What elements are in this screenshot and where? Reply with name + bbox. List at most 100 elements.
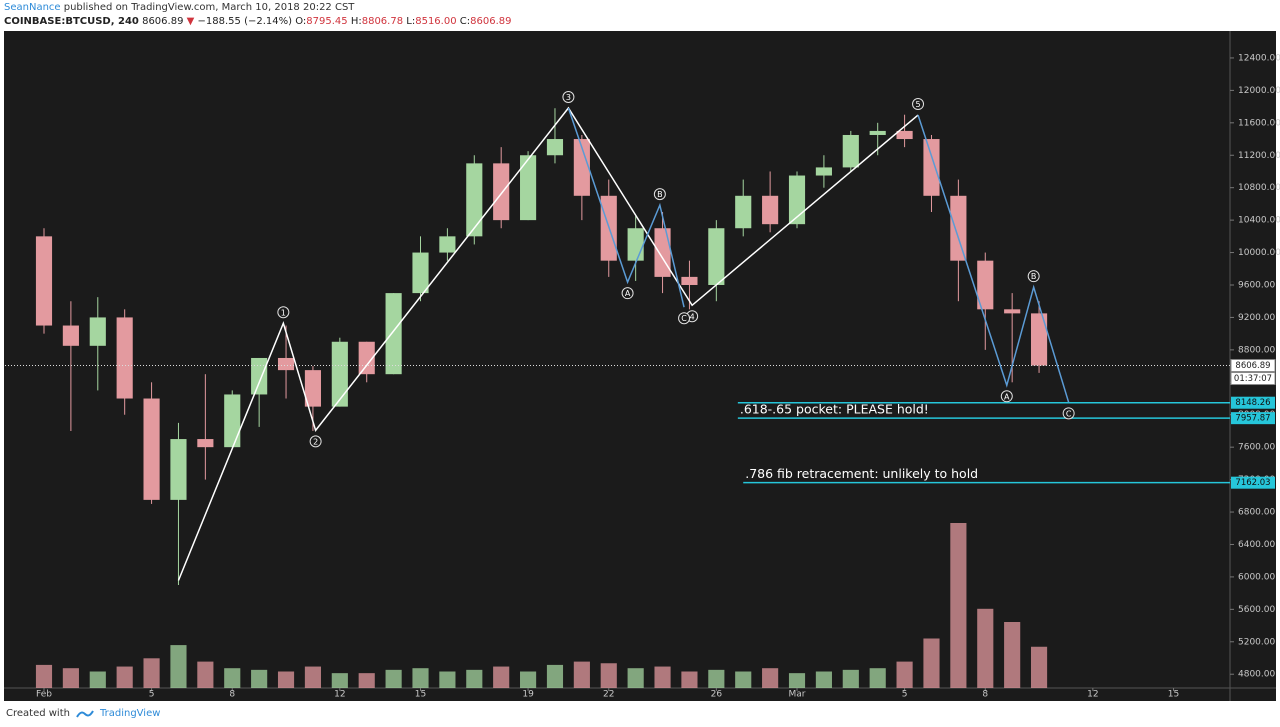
volume-bar — [923, 638, 940, 688]
ohlc-key: H: — [350, 16, 362, 27]
ohlc-value: 8795.45 — [306, 16, 348, 27]
wave-marker — [562, 90, 575, 103]
candle-body — [520, 155, 537, 221]
wave-line — [567, 107, 685, 308]
candle — [224, 390, 241, 448]
volume-bar — [627, 668, 644, 688]
volume-bar — [331, 673, 348, 688]
candle — [735, 179, 752, 237]
wave-line — [177, 106, 919, 581]
symbol-line: COINBASE:BTCUSD, 240 8606.89 ▼ −188.55 (… — [4, 16, 511, 27]
ohlc-value: 8606.89 — [470, 16, 512, 27]
x-tick-label: 15 — [1168, 690, 1179, 700]
candle-body — [842, 134, 859, 168]
y-tick-label: 5200.00 — [1238, 637, 1275, 647]
volume-bar — [251, 669, 268, 688]
volume-bar — [520, 671, 537, 688]
candle — [251, 357, 268, 427]
volume-bar — [681, 671, 698, 688]
volume-bar — [412, 668, 429, 688]
candle-body — [331, 341, 348, 407]
candle — [116, 309, 133, 415]
published: published on TradingView.com, March 10, … — [63, 2, 355, 13]
ohlc: O:8795.45 H:8806.78 L:8516.00 C:8606.89 — [295, 16, 511, 27]
wave-label: A — [625, 289, 631, 298]
volume-bar — [896, 661, 913, 688]
level-tag — [1231, 412, 1275, 425]
candle — [35, 228, 53, 334]
volume-bar — [573, 661, 590, 688]
candle-body — [62, 325, 79, 346]
candle-body — [573, 139, 590, 196]
y-tick-label: 10000.00 — [1238, 248, 1280, 258]
candle-body — [896, 130, 913, 140]
candle-body — [654, 228, 671, 277]
wave-marker — [309, 435, 322, 448]
x-tick-label: 5 — [149, 690, 155, 700]
level-label: 8148.26 — [1235, 398, 1270, 408]
candle — [1030, 301, 1048, 373]
candle-body — [277, 357, 295, 371]
x-tick-label: 5 — [902, 690, 908, 700]
candle-body — [762, 195, 779, 225]
x-tick-label: 15 — [415, 690, 426, 700]
wave-marker — [1027, 270, 1040, 283]
y-tick-label: 6000.00 — [1238, 572, 1275, 582]
wave-label: 5 — [915, 100, 920, 109]
candle-body — [143, 398, 160, 500]
candle-body — [923, 139, 940, 196]
candle — [842, 130, 859, 172]
ohlc-key: O: — [295, 16, 307, 27]
change-arrow: ▼ — [186, 16, 195, 27]
author[interactable]: SeanNance — [4, 2, 61, 13]
wave-label: 2 — [313, 437, 318, 446]
created-with: Created with — [6, 708, 70, 719]
candle — [197, 374, 214, 480]
logo — [76, 709, 94, 718]
y-tick-label: 9600.00 — [1238, 280, 1275, 290]
volume-bar — [493, 666, 510, 688]
volume-bar — [439, 671, 456, 688]
volume-bar — [197, 661, 214, 688]
volume-bar — [304, 666, 321, 688]
change: −188.55 (−2.14%) — [197, 16, 293, 27]
wave-label: 1 — [281, 308, 286, 317]
candle-body — [304, 370, 321, 407]
wave-label: B — [1031, 272, 1037, 281]
y-tick-label: 10400.00 — [1238, 216, 1280, 226]
wave-label: B — [657, 190, 663, 199]
volume-bar — [170, 645, 187, 688]
wave-marker — [678, 312, 691, 325]
candle-body — [788, 175, 806, 225]
volume-bar — [546, 664, 564, 688]
volume-bar — [62, 668, 79, 688]
candle-body — [708, 228, 725, 285]
candle-body — [950, 195, 967, 261]
y-tick-label: 11200.00 — [1238, 151, 1280, 161]
candle-body — [1030, 313, 1048, 366]
last-price-label: 8606.89 — [1235, 361, 1270, 371]
x-tick-label: Feb — [36, 690, 52, 700]
brand[interactable]: TradingView — [99, 708, 161, 719]
candle — [896, 114, 913, 148]
volume-bar — [358, 673, 375, 688]
x-tick-label: 26 — [711, 690, 723, 700]
wave-label: 4 — [690, 312, 695, 321]
candle — [977, 252, 994, 350]
x-tick-label: Mar — [789, 690, 806, 700]
x-tick-label: 12 — [1087, 690, 1098, 700]
candle-body — [358, 341, 375, 375]
wave-marker — [621, 287, 634, 300]
candle-body — [627, 228, 644, 261]
level-tag — [1231, 476, 1275, 489]
wave-label: C — [1066, 409, 1072, 418]
candle-body — [224, 394, 241, 448]
volume-bar — [977, 608, 994, 688]
ohlc-value: 8806.78 — [361, 16, 404, 27]
volume-bar — [1030, 646, 1048, 688]
volume-bar — [842, 669, 859, 688]
candle-body — [735, 195, 752, 229]
wave-marker — [653, 188, 666, 201]
y-tick-label: 8800.00 — [1238, 345, 1275, 355]
